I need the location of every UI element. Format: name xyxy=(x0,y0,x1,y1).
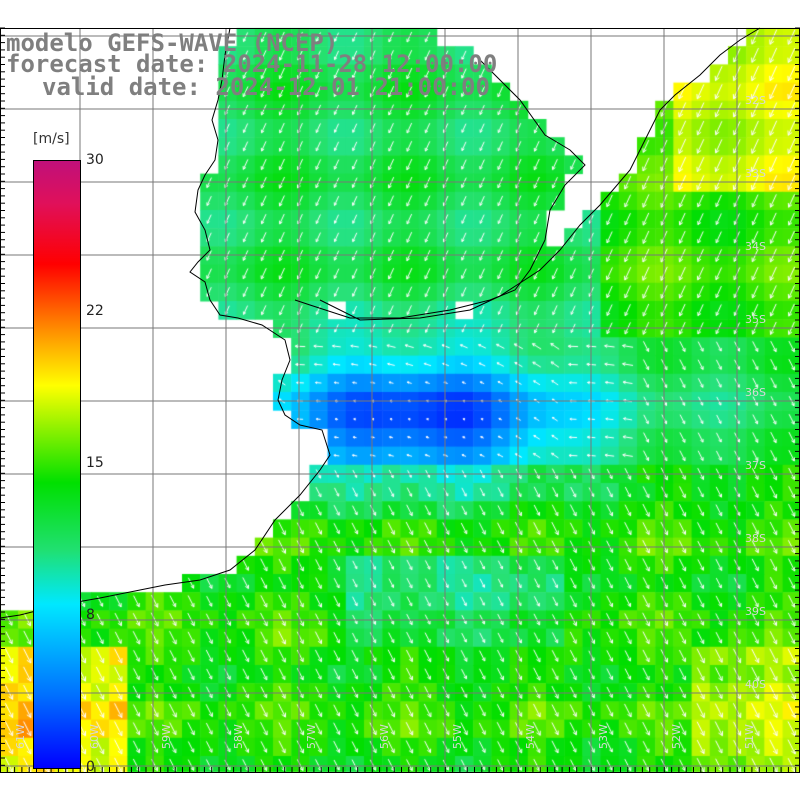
coastline-uruguay-south xyxy=(294,59,586,319)
forecast-date: forecast date: 2024-11-28 12:00:00 xyxy=(6,50,498,78)
longitude-label: 52W xyxy=(670,724,683,749)
longitude-label: 51W xyxy=(743,724,756,749)
colorbar-unit: [m/s] xyxy=(33,131,70,147)
longitude-label: 54W xyxy=(524,724,537,749)
colorbar-tick-label: 15 xyxy=(86,455,104,471)
latitude-label: 38S xyxy=(745,532,766,545)
longitude-label: 55W xyxy=(451,724,464,749)
latitude-label: 36S xyxy=(745,386,766,399)
longitude-label: 58W xyxy=(232,724,245,749)
coastline-west xyxy=(0,27,331,619)
longitude-label: 56W xyxy=(378,724,391,749)
latitude-label: 34S xyxy=(745,240,766,253)
longitude-label: 59W xyxy=(160,724,173,749)
colorbar xyxy=(33,160,81,769)
longitude-label: 60W xyxy=(88,724,101,749)
latitude-label: 35S xyxy=(745,313,766,326)
colorbar-tick-label: 22 xyxy=(86,303,104,319)
colorbar-tick-label: 8 xyxy=(86,607,95,623)
graticule-grid xyxy=(0,28,800,772)
colorbar-tick-label: 30 xyxy=(86,152,104,168)
latitude-label: 40S xyxy=(745,678,766,691)
model-title: modelo GEFS-WAVE (NCEP) xyxy=(6,29,339,57)
latitude-label: 33S xyxy=(745,167,766,180)
map-frame-ticks xyxy=(0,27,800,773)
latitude-label: 39S xyxy=(745,605,766,618)
coastline-uruguay-east xyxy=(319,27,761,321)
latitude-label: 32S xyxy=(745,94,766,107)
longitude-label: 53W xyxy=(597,724,610,749)
longitude-label: 61W xyxy=(14,724,27,749)
valid-date: valid date: 2024-12-01 21:00:00 xyxy=(42,73,490,101)
coastline xyxy=(0,27,761,619)
longitude-label: 57W xyxy=(305,724,318,749)
latitude-label: 37S xyxy=(745,459,766,472)
colorbar-tick-label: 0 xyxy=(86,759,95,775)
